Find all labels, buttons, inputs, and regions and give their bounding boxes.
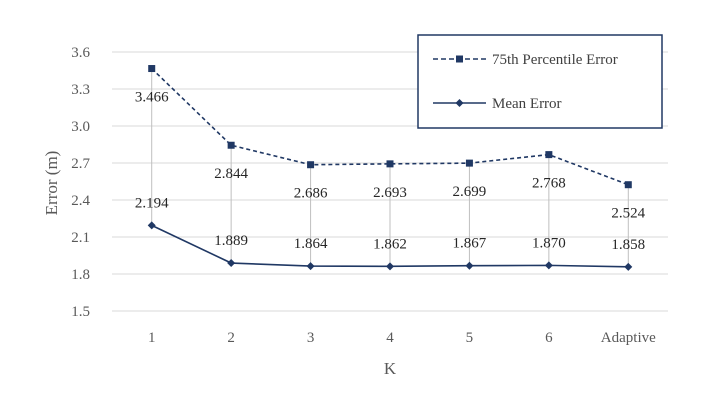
drop-lines xyxy=(151,68,629,267)
data-label: 2.194 xyxy=(135,195,169,211)
y-tick-label: 2.7 xyxy=(71,156,90,172)
data-label: 1.858 xyxy=(611,237,645,253)
y-tick-label: 3.6 xyxy=(71,45,90,61)
y-tick-label: 1.5 xyxy=(71,304,90,320)
y-tick-label: 2.1 xyxy=(71,230,90,246)
marker-square xyxy=(227,141,235,149)
data-label: 2.524 xyxy=(611,206,645,222)
data-label: 2.699 xyxy=(453,184,487,200)
x-tick-label: 3 xyxy=(307,330,315,346)
y-axis-title: Error (m) xyxy=(42,151,61,216)
data-label: 1.864 xyxy=(294,236,328,252)
x-tick-label: 5 xyxy=(466,330,474,346)
x-tick-label: 6 xyxy=(545,330,553,346)
legend-label-75th-percentile: 75th Percentile Error xyxy=(492,52,618,68)
data-label: 2.768 xyxy=(532,176,566,192)
y-tick-label: 1.8 xyxy=(71,267,90,283)
marker-diamond xyxy=(147,221,156,230)
y-tick-label: 3.3 xyxy=(71,82,90,98)
x-tick-label: 1 xyxy=(148,330,156,346)
data-label: 1.870 xyxy=(532,235,566,251)
data-label: 1.862 xyxy=(373,236,407,252)
data-label: 1.867 xyxy=(453,236,487,252)
data-label: 3.466 xyxy=(135,90,169,106)
x-tick-label: 2 xyxy=(227,330,235,346)
x-tick-label: 4 xyxy=(386,330,394,346)
legend-label-mean-error: Mean Error xyxy=(492,96,562,112)
x-axis-title: K xyxy=(384,359,397,378)
data-labels: 3.466 2.844 2.686 2.693 2.699 2.768 2.524 2.194… xyxy=(135,90,646,253)
marker-diamond xyxy=(227,259,236,268)
legend: 75th Percentile Error Mean Error xyxy=(417,34,663,129)
marker-square xyxy=(624,181,632,189)
y-tick-label: 2.4 xyxy=(71,193,90,209)
marker-square xyxy=(307,161,315,169)
marker-diamond xyxy=(386,262,394,271)
marker-square xyxy=(465,159,473,167)
x-axis-tick-labels: 1 2 3 4 5 6 Adaptive xyxy=(148,330,656,346)
y-tick-label: 3.0 xyxy=(71,119,90,135)
marker-diamond xyxy=(465,261,474,270)
series-markers xyxy=(147,65,633,271)
marker-diamond xyxy=(624,262,633,271)
marker-diamond xyxy=(544,261,553,270)
data-label: 2.686 xyxy=(294,186,328,202)
legend-marker-diamond xyxy=(455,99,464,107)
marker-diamond xyxy=(306,262,315,271)
marker-square xyxy=(386,160,394,168)
marker-square xyxy=(545,151,553,159)
marker-square xyxy=(148,65,156,73)
legend-box xyxy=(417,34,663,129)
data-label: 1.889 xyxy=(214,233,248,249)
data-label: 2.844 xyxy=(214,166,248,182)
y-axis-tick-labels: 1.5 1.8 2.1 2.4 2.7 3.0 3.3 3.6 xyxy=(71,45,90,320)
data-label: 2.693 xyxy=(373,185,407,201)
legend-marker-square xyxy=(456,55,463,63)
x-tick-label: Adaptive xyxy=(601,330,656,346)
